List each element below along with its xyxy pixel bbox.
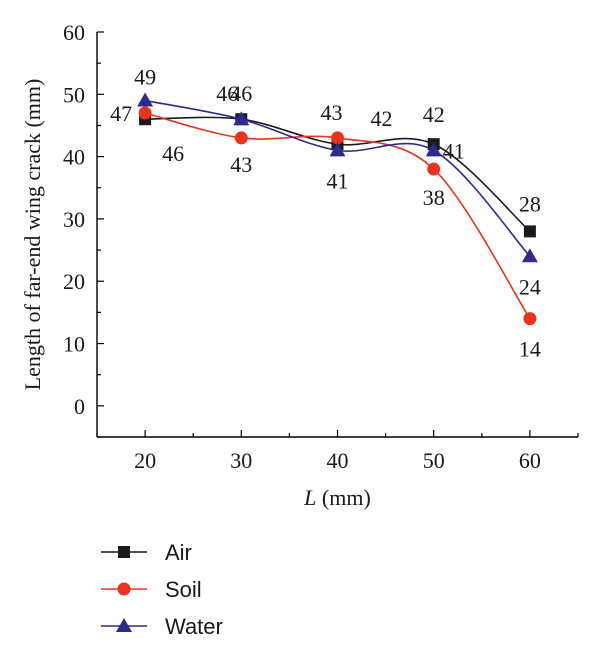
data-point-water bbox=[137, 92, 154, 107]
x-tick-label: 40 bbox=[327, 448, 349, 473]
data-label-water: 41 bbox=[443, 138, 465, 163]
legend-marker-water bbox=[116, 618, 132, 632]
y-tick-label: 20 bbox=[63, 269, 85, 294]
data-label-air: 46 bbox=[230, 81, 252, 106]
legend-item-water: Water bbox=[101, 614, 223, 639]
data-point-water bbox=[233, 111, 250, 126]
data-label-soil: 43 bbox=[321, 100, 343, 125]
data-point-soil bbox=[234, 131, 248, 145]
x-tick-label: 20 bbox=[134, 448, 156, 473]
data-point-air bbox=[523, 225, 536, 238]
data-point-soil bbox=[138, 106, 152, 120]
legend-marker-soil bbox=[117, 582, 131, 596]
x-tick-label: 60 bbox=[519, 448, 541, 473]
series-soil bbox=[138, 106, 537, 326]
legend-item-air: Air bbox=[101, 540, 192, 565]
x-tick-label: 30 bbox=[230, 448, 252, 473]
data-label-soil: 47 bbox=[110, 101, 132, 126]
axes: 0 10 20 30 40 50 60 20 30 40 50 60 bbox=[63, 20, 579, 473]
series-layer bbox=[137, 92, 538, 326]
series-water bbox=[137, 92, 538, 263]
data-point-soil bbox=[427, 162, 441, 176]
data-label-water: 41 bbox=[327, 168, 349, 193]
data-label-soil: 43 bbox=[230, 152, 252, 177]
legend-item-soil: Soil bbox=[101, 577, 202, 602]
x-axis-title: L (mm) bbox=[303, 485, 371, 510]
legend: Air Soil Water bbox=[101, 540, 223, 639]
data-point-water bbox=[521, 248, 538, 263]
y-axis-title: Length of far-end wing crack (mm) bbox=[20, 79, 45, 391]
legend-label-soil: Soil bbox=[165, 577, 202, 602]
legend-label-air: Air bbox=[165, 540, 192, 565]
data-label-soil: 14 bbox=[519, 337, 541, 362]
data-point-water bbox=[329, 142, 346, 157]
data-label-water: 24 bbox=[519, 274, 541, 299]
y-tick-label: 0 bbox=[74, 394, 85, 419]
y-tick-label: 50 bbox=[63, 82, 85, 107]
x-tick-label: 50 bbox=[423, 448, 445, 473]
data-label-air-extra: 42 bbox=[371, 106, 393, 131]
y-tick-label: 30 bbox=[63, 207, 85, 232]
x-axis-title-unit: (mm) bbox=[316, 485, 370, 510]
data-label-air: 42 bbox=[423, 102, 445, 127]
y-tick-label: 60 bbox=[63, 20, 85, 45]
data-labels: 46 42 28 47 43 43 38 14 49 46 41 41 24 46 42 bbox=[110, 65, 541, 362]
data-label-soil: 38 bbox=[423, 185, 445, 210]
data-point-soil bbox=[523, 312, 537, 326]
data-label-water: 49 bbox=[134, 65, 156, 90]
data-label-water: 46 bbox=[216, 81, 238, 106]
data-label-air: 28 bbox=[519, 191, 541, 216]
data-point-soil bbox=[331, 131, 344, 145]
series-line-soil bbox=[144, 112, 531, 320]
y-tick-label: 40 bbox=[63, 145, 85, 170]
x-axis-title-variable: L bbox=[303, 485, 316, 510]
legend-label-water: Water bbox=[165, 614, 223, 639]
data-label-air-extra: 46 bbox=[162, 141, 184, 166]
data-point-water bbox=[425, 142, 442, 157]
y-tick-label: 10 bbox=[63, 332, 85, 357]
legend-marker-air bbox=[118, 546, 130, 558]
